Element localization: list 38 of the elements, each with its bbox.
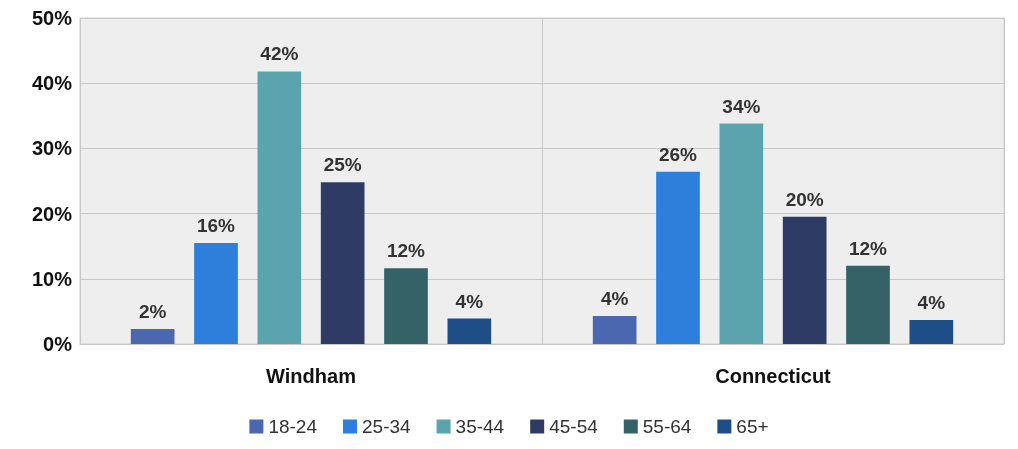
legend-label: 45-54 <box>549 416 599 437</box>
y-tick-label: 10% <box>31 267 73 290</box>
bar <box>194 242 238 344</box>
data-label: 25% <box>323 154 362 176</box>
legend-label: 18-24 <box>268 416 318 437</box>
data-label: 16% <box>196 214 236 236</box>
bar <box>782 216 827 344</box>
bar <box>909 319 954 344</box>
legend-label: 65+ <box>736 416 769 437</box>
x-tick-label: Connecticut <box>715 365 832 387</box>
y-tick-label: 50% <box>31 7 73 29</box>
data-label: 34% <box>722 95 761 117</box>
y-tick-label: 0% <box>43 333 73 355</box>
y-tick-label: 20% <box>31 202 73 225</box>
bar <box>320 182 365 344</box>
bar <box>257 71 302 344</box>
bar <box>130 329 175 344</box>
legend-label: 35-44 <box>455 416 505 437</box>
legend-label: 25-34 <box>361 416 412 437</box>
y-tick-label: 40% <box>31 72 73 95</box>
data-label: 12% <box>848 237 888 259</box>
data-label: 2% <box>138 301 167 322</box>
bar <box>384 268 428 344</box>
data-label: 20% <box>785 188 824 210</box>
legend-label: 55-64 <box>642 416 692 437</box>
data-label: 26% <box>658 143 698 165</box>
data-label: 42% <box>260 43 299 65</box>
bar <box>592 315 637 344</box>
data-label: 12% <box>386 240 426 262</box>
data-label: 4% <box>600 287 629 309</box>
bar <box>447 318 492 344</box>
bar <box>719 123 764 344</box>
bar <box>846 265 890 344</box>
data-label: 4% <box>917 291 946 313</box>
bar <box>656 171 700 344</box>
y-tick-label: 30% <box>31 137 73 160</box>
data-label: 4% <box>455 290 484 312</box>
x-tick-label: Windham <box>266 365 356 387</box>
